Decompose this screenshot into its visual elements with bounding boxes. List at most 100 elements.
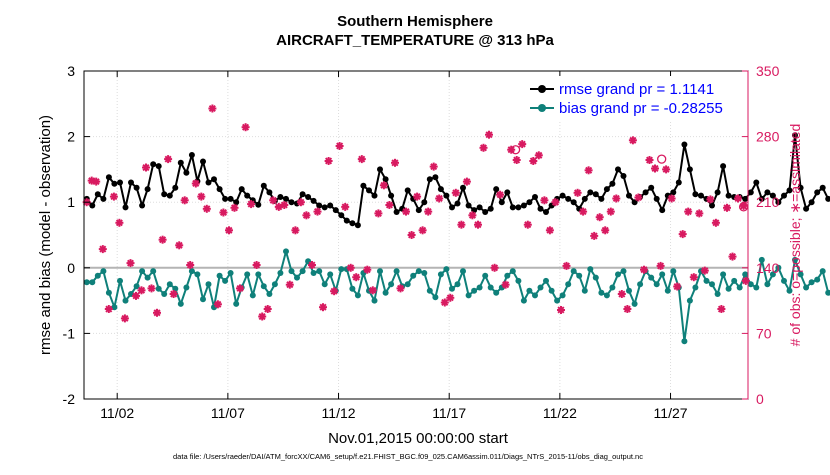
- bias-point: [271, 281, 278, 288]
- bias-point: [714, 291, 721, 297]
- obs-assimilated-point: [584, 166, 593, 175]
- bias-point: [526, 287, 533, 294]
- obs-assimilated-point: [534, 151, 543, 160]
- obs-star-stroke: [679, 230, 687, 238]
- rmse-point: [426, 176, 433, 183]
- rmse-point: [111, 180, 118, 187]
- obs-assimilated-point: [606, 207, 615, 216]
- bias-point: [626, 287, 632, 294]
- obs-assimilated-point: [186, 261, 195, 269]
- bias-point: [255, 271, 262, 278]
- bias-point: [482, 272, 489, 279]
- bias-point: [155, 285, 162, 292]
- bias-point: [709, 281, 715, 288]
- bias-point: [316, 268, 323, 275]
- obs-assimilated-point: [335, 142, 344, 150]
- obs-star-stroke: [253, 261, 261, 269]
- rmse-point: [415, 207, 422, 214]
- rmse-point: [504, 189, 511, 196]
- bias-point: [426, 287, 433, 294]
- obs-star-stroke: [424, 207, 432, 216]
- rmse-point: [476, 204, 483, 211]
- obs-star-stroke: [92, 178, 100, 186]
- obs-assimilated-point: [109, 192, 118, 201]
- obs-assimilated-point: [346, 263, 355, 272]
- rmse-point: [360, 182, 367, 189]
- obs-star-stroke: [391, 159, 399, 167]
- obs-star-stroke: [457, 221, 465, 229]
- obs-assimilated-point: [213, 300, 222, 309]
- obs-star-stroke: [562, 262, 571, 270]
- rmse-point: [354, 222, 361, 229]
- obs-assimilated-point: [612, 194, 621, 203]
- obs-assimilated-point: [202, 204, 211, 213]
- rmse-point: [686, 166, 693, 173]
- rmse-point: [659, 207, 666, 214]
- rmse-point: [609, 180, 616, 187]
- rmse-point: [814, 189, 821, 196]
- y2-tick-label: 70: [756, 325, 772, 341]
- bias-point: [449, 285, 455, 292]
- obs-star-stroke: [728, 252, 737, 261]
- bias-point: [371, 297, 378, 304]
- bias-point: [404, 281, 411, 288]
- bias-point: [736, 284, 743, 291]
- rmse-point: [825, 195, 830, 202]
- obs-star-stroke: [535, 151, 543, 159]
- bias-point: [460, 268, 466, 275]
- rmse-point: [310, 197, 317, 204]
- rmse-point: [493, 186, 500, 193]
- rmse-point: [332, 207, 339, 214]
- obs-star-stroke: [668, 194, 676, 203]
- obs-assimilated-point: [739, 201, 748, 210]
- obs-star-stroke: [529, 157, 537, 165]
- bias-point: [277, 270, 284, 276]
- bias-point: [139, 268, 146, 275]
- rmse-point: [183, 169, 190, 176]
- rmse-point: [188, 152, 195, 158]
- rmse-point: [792, 132, 798, 139]
- chart-title: Southern Hemisphere: [337, 13, 493, 30]
- bias-point: [249, 292, 256, 299]
- series-layer: [83, 132, 830, 345]
- obs-assimilated-point: [132, 291, 140, 300]
- bias-point: [454, 281, 461, 288]
- obs-assimilated-point: [462, 177, 471, 186]
- obs-assimilated-point: [252, 261, 261, 269]
- obs-assimilated-point: [396, 284, 405, 293]
- obs-assimilated-point: [435, 194, 444, 203]
- obs-assimilated-point: [474, 220, 482, 229]
- obs-star-stroke: [739, 202, 748, 210]
- bias-point: [653, 281, 660, 288]
- bias-point: [415, 268, 422, 275]
- rmse-point: [388, 192, 395, 199]
- bias-point: [587, 266, 594, 273]
- rmse-point: [670, 189, 677, 196]
- bias-point: [747, 281, 754, 288]
- bias-point: [177, 300, 184, 307]
- obs-assimilated-point: [424, 207, 433, 216]
- obs-assimilated-point: [684, 207, 693, 216]
- rmse-point: [559, 192, 566, 199]
- bias-point: [504, 272, 511, 279]
- obs-star-stroke: [297, 198, 305, 206]
- obs-assimilated-point: [191, 179, 200, 188]
- rmse-point: [598, 195, 605, 202]
- obs-assimilated-point: [147, 284, 156, 293]
- obs-star-stroke: [612, 194, 620, 203]
- legend-rmse-label: rmse grand pr = 1.1141: [559, 81, 714, 98]
- obs-assimilated-point: [634, 193, 643, 202]
- y-tick-label: 1: [67, 194, 75, 210]
- rmse-point: [100, 195, 107, 202]
- obs-assimilated-point: [689, 273, 698, 282]
- obs-assimilated-point: [723, 203, 731, 212]
- obs-star-stroke: [203, 205, 211, 213]
- obs-assimilated-point: [197, 192, 206, 201]
- axes: 11/02 11/07 11/12 11/17 11/22 11/27 -2 -1 0 1 2 3 0 7…: [63, 63, 780, 421]
- obs-star-stroke: [358, 155, 366, 163]
- bias-point: [670, 268, 677, 275]
- obs-star-stroke: [158, 236, 167, 244]
- obs-assimilated-point: [429, 162, 438, 171]
- obs-star-stroke: [596, 213, 604, 221]
- bias-point: [570, 268, 577, 275]
